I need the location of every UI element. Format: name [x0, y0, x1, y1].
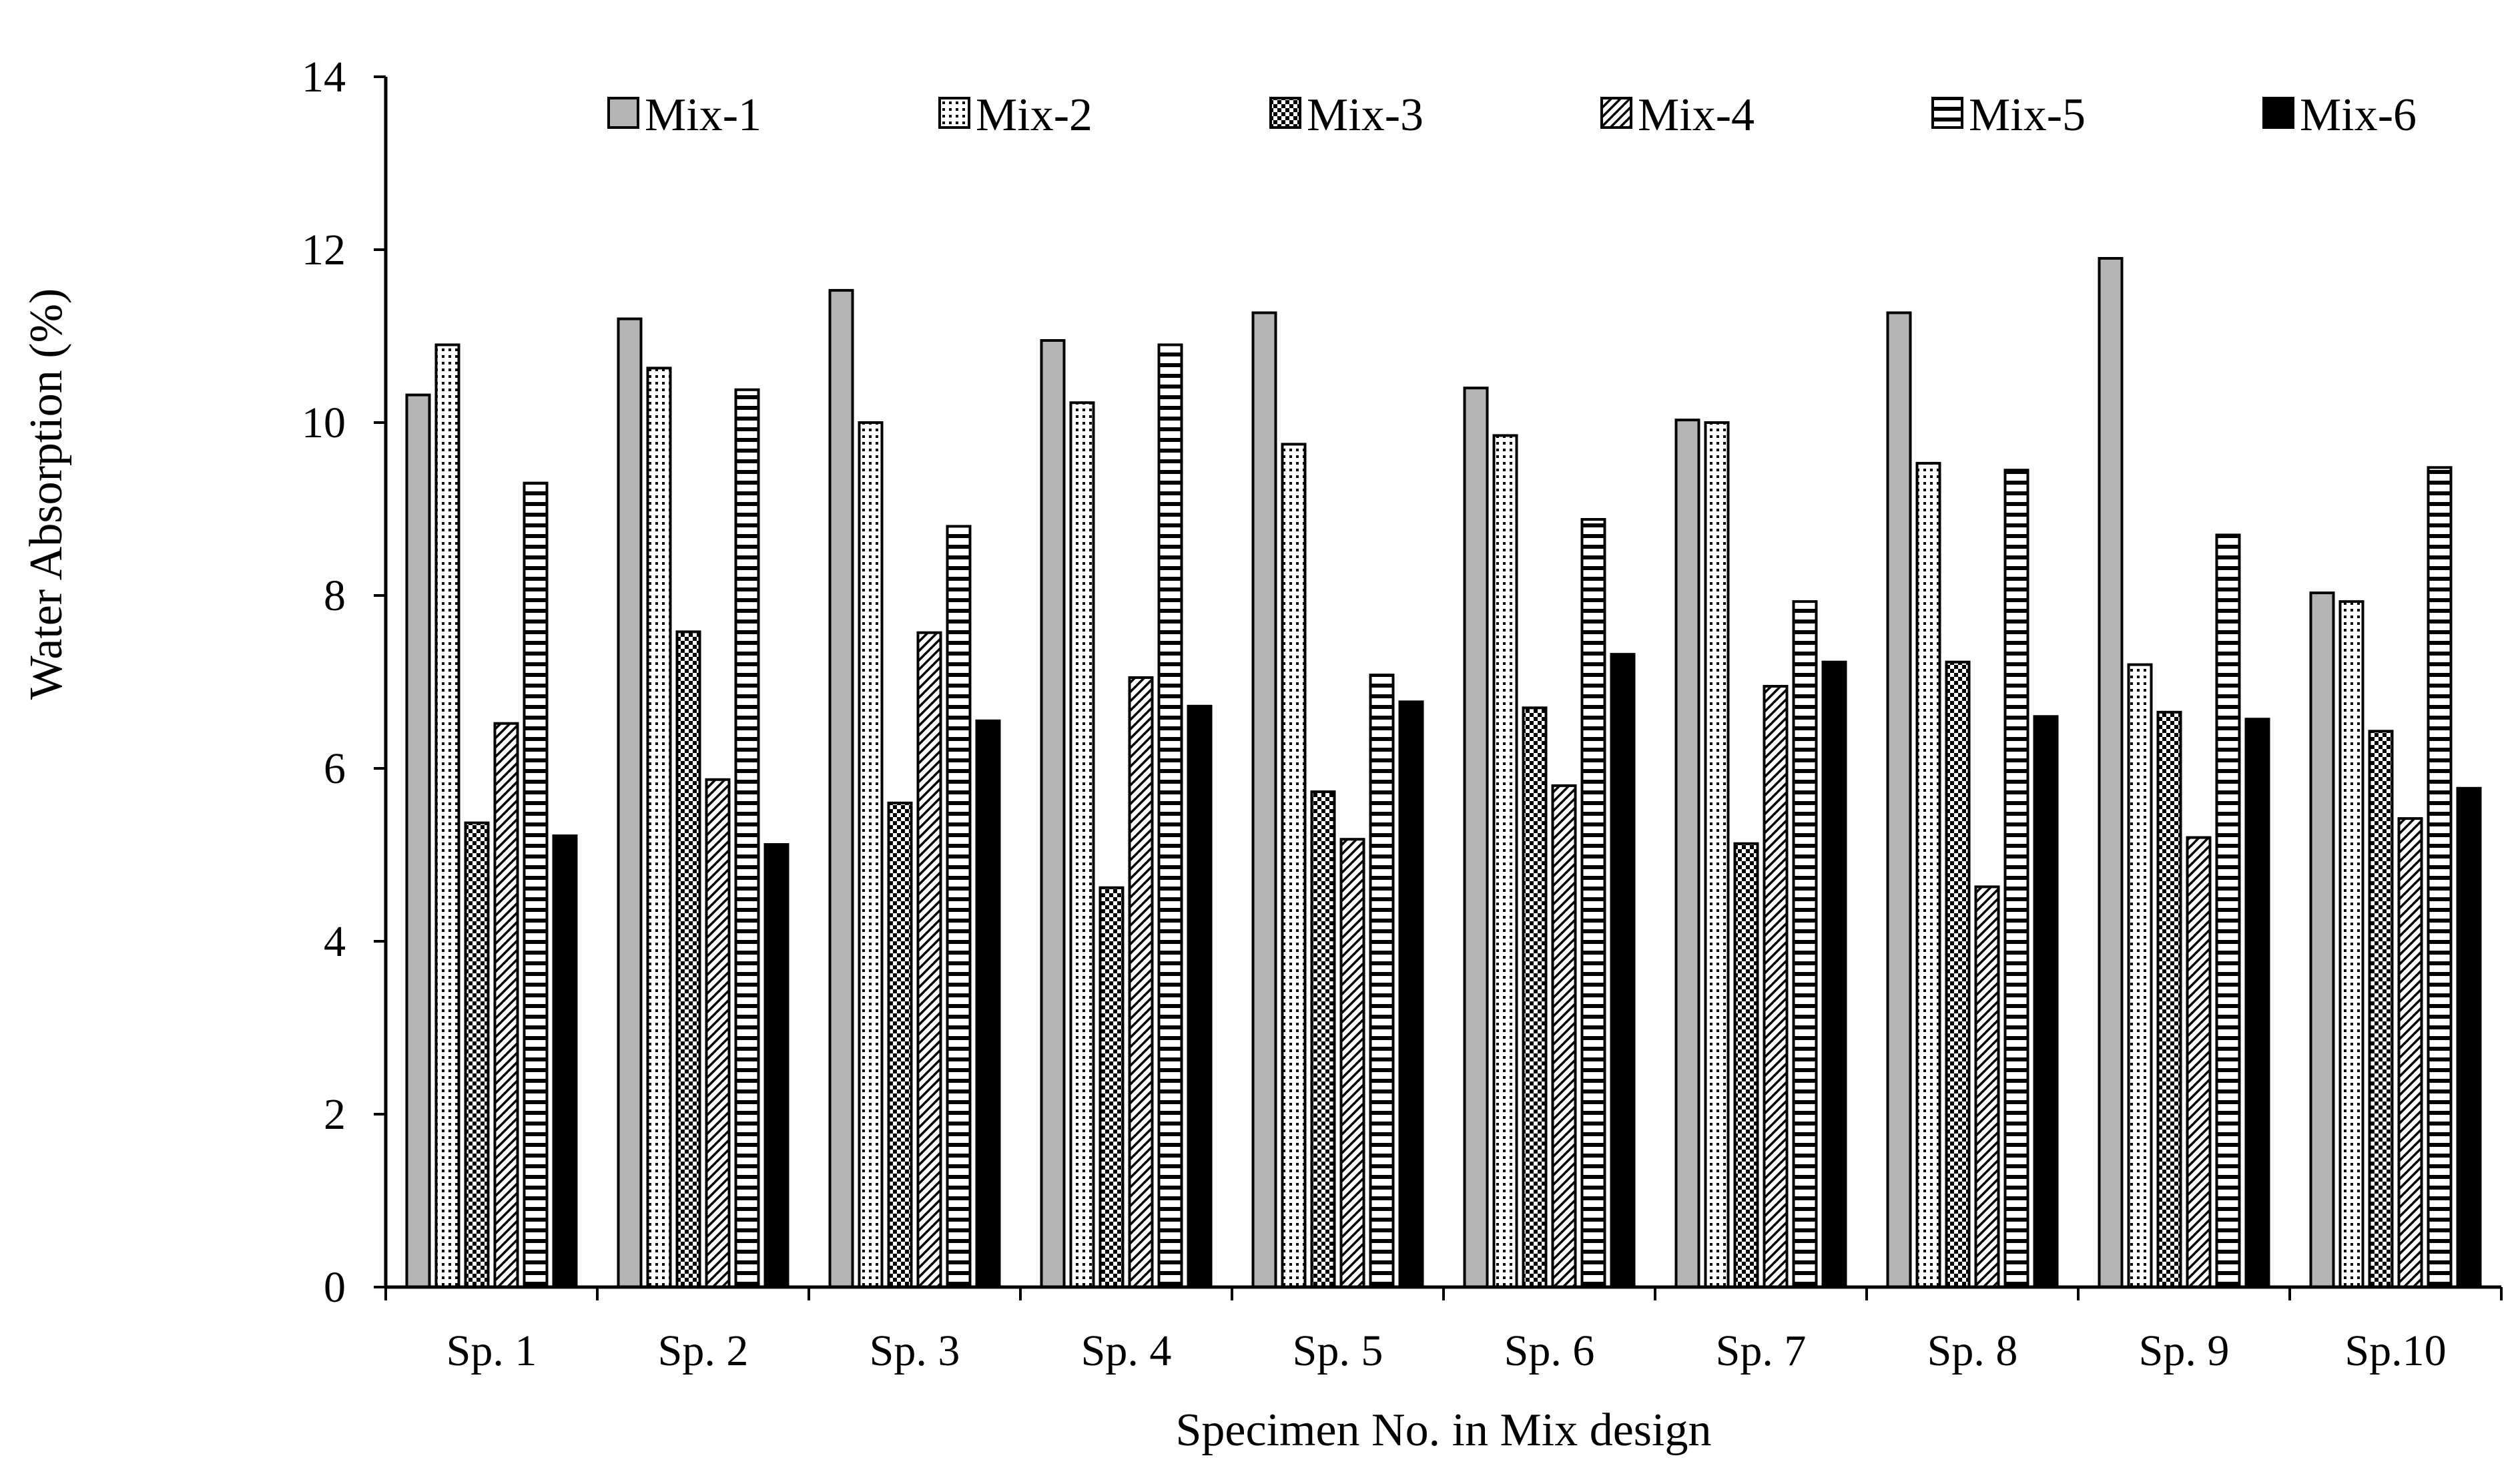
legend-label-mix-6: Mix-6 [2300, 89, 2417, 141]
bar-mix-6-10 [2456, 786, 2482, 1289]
bar-mix-1-3 [828, 288, 854, 1288]
y-tick-label: 4 [324, 917, 346, 966]
bar-mix-6-9 [2244, 718, 2270, 1288]
bar-mix-3-2 [675, 630, 701, 1288]
bar-mix-6-6 [1610, 653, 1636, 1288]
legend-swatch-mix-5 [1931, 97, 1963, 129]
bar-mix-5-1 [523, 481, 549, 1288]
x-tick-label: Sp. 9 [2139, 1326, 2230, 1375]
tick-labels: 0 2 4 6 8 10 12 14 Sp. 1 Sp. 2 Sp. 3 Sp. 4 Sp. 5 Sp. … [302, 53, 2447, 1375]
bar-mix-6-3 [975, 719, 1001, 1289]
legend-swatch-mix-6 [2262, 97, 2294, 129]
bar-mix-3-3 [887, 801, 913, 1289]
legend-label-mix-5: Mix-5 [1969, 89, 2086, 141]
bar-mix-3-6 [1522, 706, 1548, 1289]
bar-mix-6-4 [1187, 704, 1213, 1289]
bar-mix-2-7 [1704, 421, 1730, 1288]
y-tick-label: 10 [302, 399, 346, 447]
x-axis-title: Specimen No. in Mix design [1176, 1405, 1712, 1456]
y-tick-label: 8 [324, 571, 346, 620]
bar-mix-5-5 [1369, 674, 1395, 1288]
bar-mix-2-9 [2127, 663, 2153, 1288]
bar-mix-1-2 [617, 317, 643, 1289]
bar-mix-4-9 [2186, 836, 2212, 1288]
bar-mix-6-7 [1821, 660, 1847, 1288]
y-tick-label: 12 [302, 226, 346, 274]
bar-mix-5-4 [1157, 343, 1183, 1288]
bar-mix-5-9 [2215, 533, 2241, 1288]
bar-mix-4-2 [705, 778, 731, 1289]
bar-mix-2-6 [1492, 434, 1518, 1288]
bar-mix-4-4 [1128, 676, 1154, 1288]
x-tick-label: Sp. 8 [1927, 1326, 2018, 1375]
bar-mix-3-5 [1310, 790, 1336, 1288]
bar-mix-5-8 [2003, 469, 2029, 1289]
bar-mix-4-6 [1551, 784, 1577, 1288]
bar-mix-1-7 [1674, 419, 1700, 1288]
x-tick-label: Sp. 3 [870, 1326, 960, 1375]
bar-mix-1-9 [2098, 257, 2124, 1288]
y-tick-label: 2 [324, 1090, 346, 1139]
bar-mix-4-5 [1339, 838, 1365, 1288]
x-tick-label: Sp. 5 [1293, 1326, 1383, 1375]
bar-mix-3-1 [464, 821, 490, 1288]
bar-mix-2-1 [434, 343, 460, 1288]
bar-mix-2-5 [1281, 443, 1307, 1288]
legend: Mix-1 Mix-2 Mix-3 Mix-4 Mix-5 Mix-6 [607, 89, 2417, 141]
legend-swatch-mix-3 [1269, 97, 1301, 129]
bar-mix-6-5 [1398, 700, 1424, 1289]
legend-label-mix-3: Mix-3 [1307, 89, 1424, 141]
bar-mix-4-10 [2397, 817, 2423, 1288]
bar-mix-3-8 [1945, 660, 1971, 1288]
bar-mix-4-3 [916, 631, 942, 1288]
x-tick-label: Sp.10 [2344, 1326, 2446, 1375]
bar-mix-1-8 [1886, 311, 1912, 1288]
x-tick-label: Sp. 2 [658, 1326, 749, 1375]
bar-mix-3-9 [2156, 710, 2182, 1289]
bar-mix-5-10 [2427, 466, 2453, 1288]
bar-mix-4-1 [493, 722, 519, 1288]
legend-label-mix-1: Mix-1 [645, 89, 761, 141]
bar-mix-1-4 [1040, 339, 1066, 1288]
bar-mix-5-6 [1580, 518, 1606, 1288]
x-tick-label: Sp. 6 [1504, 1326, 1595, 1375]
bar-mix-2-4 [1069, 401, 1095, 1289]
bar-mix-5-3 [946, 525, 972, 1288]
legend-swatch-mix-4 [1600, 97, 1632, 129]
y-tick-label: 0 [324, 1263, 346, 1312]
bar-mix-2-10 [2338, 600, 2365, 1288]
bar-mix-3-4 [1098, 886, 1125, 1288]
y-tick-label: 14 [302, 53, 346, 101]
axes [374, 75, 2503, 1300]
bar-mix-2-8 [1915, 461, 1941, 1288]
legend-swatch-mix-1 [607, 97, 639, 129]
bar-mix-1-10 [2309, 591, 2335, 1288]
y-axis-title: Water Absorption (%) [21, 288, 72, 700]
bar-mix-6-1 [552, 834, 578, 1288]
bar-mix-2-3 [858, 421, 884, 1288]
bar-mix-6-2 [763, 843, 790, 1288]
bar-mix-4-8 [1974, 885, 2000, 1288]
bar-marks [405, 257, 2482, 1289]
bar-mix-2-2 [646, 366, 672, 1288]
bar-mix-1-5 [1251, 311, 1277, 1288]
legend-label-mix-4: Mix-4 [1638, 89, 1755, 141]
legend-label-mix-2: Mix-2 [976, 89, 1092, 141]
bar-mix-4-7 [1763, 685, 1789, 1288]
bar-mix-1-1 [405, 393, 431, 1288]
bar-mix-5-2 [734, 388, 760, 1288]
bar-mix-1-6 [1463, 387, 1489, 1289]
x-tick-label: Sp. 1 [446, 1326, 537, 1375]
bar-mix-3-10 [2368, 730, 2394, 1289]
bar-mix-6-8 [2033, 715, 2059, 1289]
legend-swatch-mix-2 [938, 97, 970, 129]
x-tick-label: Sp. 7 [1716, 1326, 1807, 1375]
bar-mix-3-7 [1733, 842, 1759, 1288]
x-tick-label: Sp. 4 [1081, 1326, 1172, 1375]
y-tick-label: 6 [324, 744, 346, 793]
bar-mix-5-7 [1792, 600, 1818, 1288]
